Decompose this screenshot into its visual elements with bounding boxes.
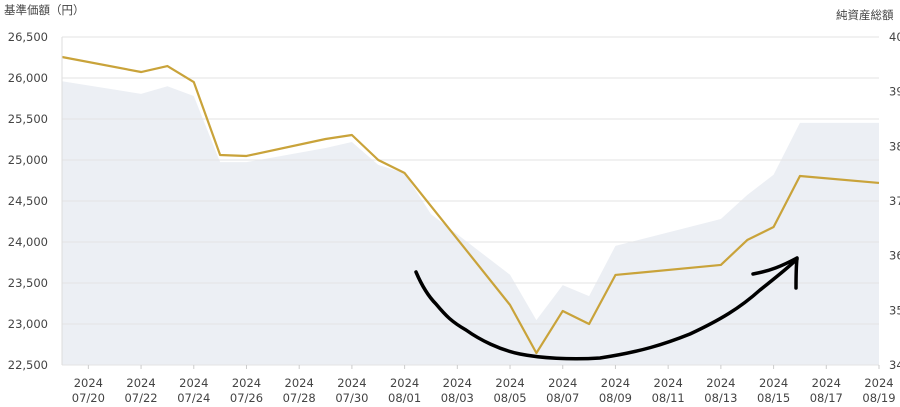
x-tick-label-line: 08/13 [704,391,737,403]
x-tick-label: 2024 07/28 [283,376,316,403]
x-tick-label-line: 08/17 [810,391,843,403]
x-tick-label: 2024 07/22 [124,376,157,403]
area-layer [62,81,879,365]
y2-tick-label: 39 [889,85,900,99]
x-tick-label-line: 07/26 [230,391,263,403]
x-tick-label-line: 07/28 [283,391,316,403]
x-tick-label-line: 08/09 [599,391,632,403]
x-tick-label: 2024 08/05 [493,376,526,403]
y-tick-label: 24,000 [8,235,48,249]
grid-layer [62,36,879,366]
x-tick-label-line: 2024 [812,376,841,390]
nav-area [62,81,879,365]
price-line [61,55,880,355]
x-tick-label-line: 08/19 [862,391,895,403]
x-tick-label-line: 2024 [232,376,261,390]
y-tick-label: 23,000 [8,317,48,331]
x-tick-label: 2024 07/30 [335,376,368,403]
x-tick-label: 2024 07/24 [177,376,210,403]
x-tick-label-line: 07/20 [72,391,105,403]
x-tick-label-line: 07/30 [335,391,368,403]
y2-tick-label: 35 [889,303,900,317]
x-tick-label-line: 2024 [179,376,208,390]
line-layer [61,55,880,355]
x-tick-label: 2024 08/03 [441,376,474,403]
y2-tick-label: 34 [889,358,900,372]
y-tick-label: 25,000 [8,153,48,167]
x-tick-label-line: 2024 [74,376,103,390]
y-axis-title: 基準価額（円） [4,3,85,17]
x-tick-label: 2024 08/07 [546,376,579,403]
x-tick-label: 2024 07/20 [72,376,105,403]
y-tick-label: 22,500 [8,358,48,372]
x-tick-label: 2024 08/17 [810,376,843,403]
x-tick-label-line: 2024 [126,376,155,390]
y-tick-label: 26,000 [8,71,48,85]
x-tick-label: 2024 08/01 [388,376,421,403]
x-tick-label-line: 2024 [864,376,893,390]
x-tick-label-line: 08/03 [441,391,474,403]
x-tick-label-line: 07/22 [124,391,157,403]
x-tick-label-line: 2024 [337,376,366,390]
x-tick-label: 2024 08/11 [652,376,685,403]
y-tick-label: 24,500 [8,194,48,208]
x-tick-label: 2024 08/09 [599,376,632,403]
x-tick-label-line: 2024 [706,376,735,390]
x-tick-label-line: 2024 [548,376,577,390]
x-tick-label-line: 2024 [654,376,683,390]
x-tick-label-line: 2024 [285,376,314,390]
x-tick-label-line: 2024 [495,376,524,390]
x-tick-label-line: 2024 [601,376,630,390]
x-tick-label-line: 08/07 [546,391,579,403]
x-tick-label-line: 08/11 [652,391,685,403]
y2-tick-label: 37 [889,194,900,208]
y-tick-label: 23,500 [8,276,48,290]
x-tick-label: 2024 07/26 [230,376,263,403]
y2-tick-label: 36 [889,249,900,263]
x-tick-label-line: 08/15 [757,391,790,403]
x-tick-label-line: 08/01 [388,391,421,403]
x-tick-label: 2024 08/15 [757,376,790,403]
x-tick-label: 2024 08/13 [704,376,737,403]
y2-tick-label: 40 [889,30,900,44]
x-tick-label: 2024 08/19 [862,376,895,403]
y2-tick-label: 38 [889,139,900,153]
x-tick-label-line: 08/05 [493,391,526,403]
x-tick-label-line: 2024 [759,376,788,390]
y-tick-label: 25,500 [8,112,48,126]
x-tick-label-line: 2024 [390,376,419,390]
hand-drawn-arrow [414,256,799,361]
x-tick-label-line: 07/24 [177,391,210,403]
y2-axis-title: 純資産総額 [836,8,894,22]
y-tick-label: 26,500 [8,30,48,44]
x-tick-label-line: 2024 [443,376,472,390]
